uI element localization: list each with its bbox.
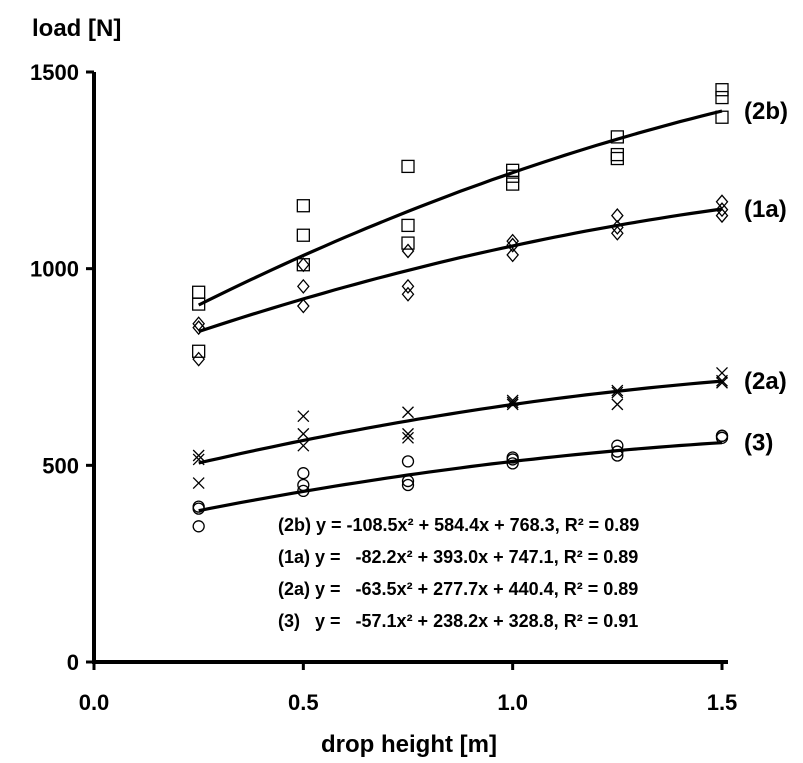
circle-marker: [401, 455, 415, 468]
circle-marker: [297, 478, 310, 492]
cross-marker: [506, 396, 519, 409]
equation-block: (2b) y = -108.5x² + 584.4x + 768.3, R² =…: [278, 515, 639, 631]
square-marker: [192, 344, 206, 358]
diamond-marker: [192, 316, 206, 332]
circle-marker: [297, 467, 310, 480]
diamond-marker: [296, 278, 310, 294]
series-label-2: (2a): [744, 368, 787, 395]
y-tick-label: 1000: [30, 257, 79, 282]
series-label-1: (1a): [744, 196, 787, 223]
diamond-marker: [401, 278, 415, 294]
y-tick-label: 500: [42, 453, 79, 478]
equation-2b: (2b) y = -108.5x² + 584.4x + 768.3, R² =…: [278, 515, 639, 535]
fit-curve-series-3: [198, 441, 723, 513]
cross-marker: [611, 398, 624, 411]
diamond-marker: [610, 225, 624, 241]
square-marker: [401, 236, 415, 250]
cross-marker: [716, 374, 728, 387]
cross-marker: [506, 398, 519, 411]
square-marker: [610, 151, 624, 166]
diamond-marker: [715, 202, 729, 218]
cross-marker: [297, 410, 310, 423]
x-axis-title: drop height [m]: [321, 731, 497, 758]
equation-1a: (1a) y = -82.2x² + 393.0x + 747.1, R² = …: [278, 547, 638, 567]
diamond-marker: [506, 247, 520, 263]
diamond-marker: [296, 298, 310, 314]
y-tick-label: 0: [67, 650, 79, 675]
fit-curve-series-0: [197, 109, 723, 307]
square-marker: [401, 218, 415, 233]
square-marker: [506, 177, 520, 191]
diamond-marker: [401, 243, 415, 259]
diamond-marker: [610, 219, 624, 235]
square-marker: [192, 285, 206, 299]
square-marker: [506, 169, 520, 183]
diamond-marker: [506, 237, 520, 253]
cross-marker: [611, 384, 624, 397]
y-tick-label: 1500: [30, 60, 79, 85]
square-marker: [192, 297, 206, 311]
square-marker: [715, 110, 729, 124]
circle-marker: [506, 457, 519, 470]
x-tick-label: 1.0: [497, 690, 528, 715]
circle-marker: [715, 431, 729, 444]
cross-marker: [402, 406, 414, 419]
circle-marker: [506, 453, 519, 466]
cross-marker: [192, 449, 205, 462]
cross-marker: [506, 394, 519, 407]
cross-marker: [716, 376, 728, 389]
square-marker: [715, 83, 729, 97]
circle-marker: [297, 484, 310, 498]
fit-curve-series-2: [198, 379, 723, 465]
cross-marker: [297, 427, 310, 440]
diamond-marker: [715, 194, 729, 210]
series-label-3: (3): [744, 430, 773, 457]
square-marker: [296, 199, 310, 213]
square-marker: [296, 258, 310, 272]
diamond-marker: [192, 320, 206, 336]
circle-marker: [611, 445, 624, 458]
cross-marker: [297, 439, 310, 452]
circle-marker: [192, 502, 205, 515]
circle-marker: [192, 520, 205, 533]
diamond-marker: [296, 257, 310, 273]
diamond-marker: [401, 286, 415, 302]
x-tick-label: 1.5: [707, 690, 738, 715]
square-marker: [296, 228, 310, 242]
equation-2a: (2a) y = -63.5x² + 277.7x + 440.4, R² = …: [278, 579, 638, 599]
cross-marker: [402, 427, 414, 440]
square-marker: [715, 90, 729, 105]
circle-marker: [611, 449, 624, 462]
equation-3: (3) y = -57.1x² + 238.2x + 328.8, R² = 0…: [278, 611, 638, 631]
circle-marker: [611, 439, 624, 452]
circle-marker: [401, 474, 415, 488]
square-marker: [610, 130, 624, 144]
fit-curve-series-1: [198, 207, 723, 334]
square-marker: [610, 147, 624, 162]
x-tick-label: 0.5: [288, 690, 319, 715]
square-marker: [401, 159, 415, 174]
cross-marker: [192, 453, 205, 466]
diamond-marker: [715, 208, 729, 224]
x-tick-label: 0.0: [79, 690, 110, 715]
cross-marker: [192, 477, 205, 489]
circle-marker: [401, 478, 415, 492]
cross-marker: [611, 386, 624, 399]
diamond-marker: [610, 208, 624, 224]
diamond-marker: [192, 351, 206, 367]
series-label-0: (2b): [744, 98, 788, 125]
cross-marker: [402, 431, 414, 444]
y-axis-title: load [N]: [32, 15, 121, 42]
